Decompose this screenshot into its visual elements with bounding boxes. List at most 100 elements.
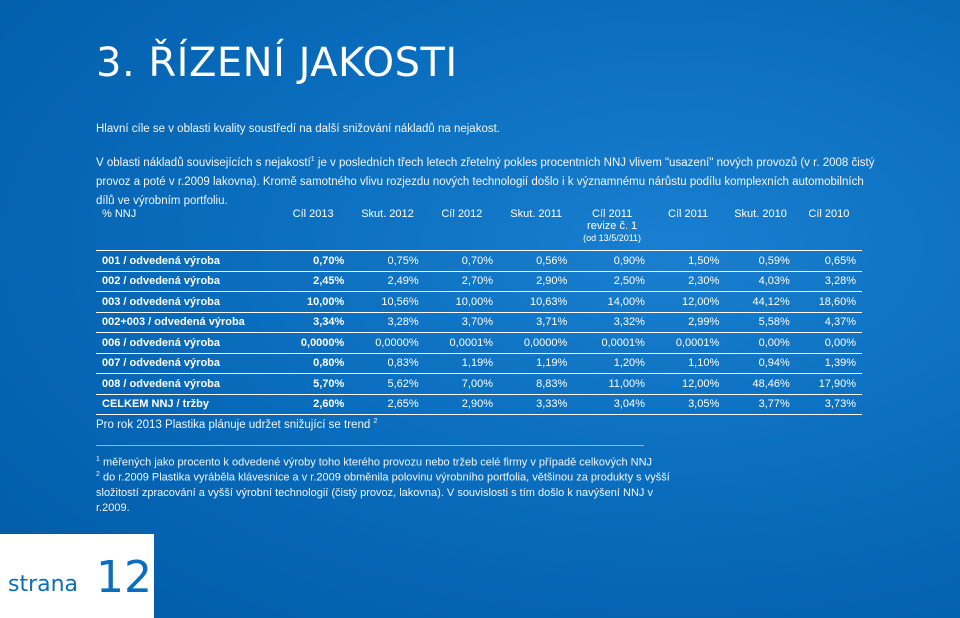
table-cell: 18,60% [795,291,862,312]
footnote-divider [96,445,644,446]
body-paragraph: V oblasti nákladů souvisejících s nejako… [96,150,876,211]
table-cell: 0,56% [498,250,574,271]
table-cell: 10,63% [498,291,574,312]
column-header: % NNJ [102,208,137,220]
table-cell: 2,90% [424,393,499,415]
column-header-label: Cíl 2011 [592,208,633,220]
table-row: 007 / odvedená výroba 0,80% 0,83% 1,19% 1,19… [96,352,862,374]
table-cell: 2,70% [424,270,499,292]
table-cell: 3,71% [498,311,574,333]
table-cell: 1,10% [650,352,726,374]
table-cell: 3,28% [795,270,862,292]
table-cell: 3,33% [498,393,574,415]
column-header: Cíl 2013 [292,208,334,220]
table-cell: 3,05% [650,393,726,415]
footnote-number: 2 [96,471,100,478]
table-cell: 0,0000% [350,332,425,353]
table-cell: 48,46% [725,373,796,394]
table-cell: 2,99% [650,311,726,333]
footnote-1: 1 měřených jako procento k odvedené výro… [96,452,686,471]
plan-sentence: Pro rok 2013 Plastika plánuje udržet sni… [96,418,371,431]
table-row: 002+003 / odvedená výroba 3,34% 3,28% 3,70%… [96,311,862,333]
table-header-row: % NNJ Cíl 2013 Skut. 2012 Cíl 2012 Skut.… [96,208,862,251]
footnote-text: měřených jako procento k odvedené výroby… [99,456,653,469]
intro-text: Hlavní cíle se v oblasti kvality soustře… [96,123,500,135]
page-title: 3. ŘÍZENÍ JAKOSTI [96,40,458,86]
column-header-revision-date: (od 13/5/2011) [583,233,642,243]
table-cell: 3,77% [725,393,796,415]
table-cell: 12,00% [650,291,726,312]
footnote-text: do r.2009 Plastika vyráběla klávesnice a… [96,471,670,514]
table-row: 008 / odvedená výroba 5,70% 5,62% 7,00% 8,83… [96,373,862,394]
table-cell: 5,70% [276,373,351,394]
column-header: Skut. 2010 [734,208,787,220]
table-row: 001 / odvedená výroba 0,70% 0,75% 0,70% 0,56… [96,250,862,271]
row-label: 008 / odvedená výroba [96,373,276,394]
table-cell: 1,39% [795,352,862,374]
paragraph-part1: V oblasti nákladů souvisejících s nejako… [96,156,311,169]
table-cell: 2,30% [650,270,726,292]
table-cell: 2,65% [350,393,425,415]
table-cell: 10,56% [350,291,425,312]
column-header: Skut. 2012 [361,208,414,220]
table-cell: 2,49% [350,270,425,292]
table-cell: 0,65% [795,250,862,271]
table-cell: 2,90% [498,270,574,292]
table-cell: 4,37% [795,311,862,333]
table-cell: 0,90% [573,250,651,271]
table-cell: 17,90% [795,373,862,394]
table-body: 001 / odvedená výroba 0,70% 0,75% 0,70% 0,56… [96,250,862,415]
table-cell: 5,58% [725,311,796,333]
table-cell: 0,70% [424,250,499,271]
column-header: Skut. 2011 [510,208,563,220]
table-cell: 0,0001% [650,332,726,353]
table-cell: 10,00% [424,291,499,312]
table-cell: 0,59% [725,250,796,271]
table-cell: 3,04% [573,393,651,415]
table-cell: 5,62% [350,373,425,394]
table-cell: 4,03% [725,270,796,292]
table-cell: 0,70% [276,250,351,271]
table-cell: 11,00% [573,373,651,394]
table-cell: 1,20% [573,352,651,374]
row-label: 001 / odvedená výroba [96,250,276,271]
plan-text: Pro rok 2013 Plastika plánuje udržet sni… [96,418,377,431]
footnote-2: 2 do r.2009 Plastika vyráběla klávesnice… [96,467,686,516]
table-cell: 0,80% [276,352,351,374]
table-cell: 0,75% [350,250,425,271]
table-cell: 2,45% [276,270,351,292]
table-cell: 1,50% [650,250,726,271]
row-label: 002+003 / odvedená výroba [96,311,276,333]
table-cell: 0,0001% [424,332,499,353]
table-cell: 1,19% [424,352,499,374]
table-cell: 0,83% [350,352,425,374]
table-row: 003 / odvedená výroba 10,00% 10,56% 10,00% 1… [96,291,862,312]
row-label: CELKEM NNJ / tržby [96,393,276,415]
table-cell: 2,50% [573,270,651,292]
table-cell: 1,19% [498,352,574,374]
column-header: Cíl 2010 [808,208,850,220]
column-header-revision: Cíl 2011 revize č. 1 (od 13/5/2011) [573,208,651,251]
table-cell: 0,0000% [276,332,351,353]
paragraph-part2: je v posledních třech letech zřetelný po… [96,156,875,207]
page-number-box: strana 12 [0,534,154,618]
table-cell: 0,94% [725,352,796,374]
row-label: 003 / odvedená výroba [96,291,276,312]
row-label: 007 / odvedená výroba [96,352,276,374]
table-cell: 3,73% [795,393,862,415]
page-number: 12 [96,552,152,603]
footnote-number: 1 [96,456,100,463]
table-cell: 7,00% [424,373,499,394]
footnote-ref-2: 2 [373,418,378,425]
column-header: Cíl 2012 [441,208,483,220]
table-row: 006 / odvedená výroba 0,0000% 0,0000% 0,000… [96,332,862,353]
table-cell: 14,00% [573,291,651,312]
table-cell: 3,32% [573,311,651,333]
column-header: Cíl 2011 [668,208,709,220]
table-cell: 0,0001% [573,332,651,353]
table-cell: 10,00% [276,291,351,312]
table-cell: 0,00% [795,332,862,353]
table-cell: 3,28% [350,311,425,333]
footnote-ref-1: 1 [310,156,315,163]
column-header-revision-label: revize č. 1 [587,220,638,232]
